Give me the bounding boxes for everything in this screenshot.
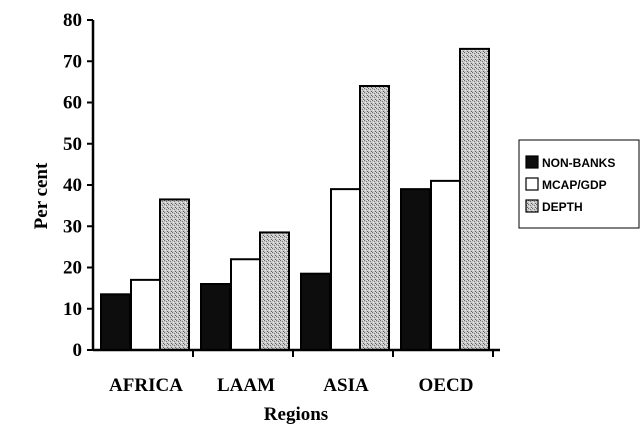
- bar-asia-non-banks: [300, 272, 331, 351]
- legend-swatch-non-banks: [525, 155, 539, 169]
- bar-asia-depth: [359, 85, 390, 351]
- y-tick-label-20: 20: [63, 258, 82, 279]
- y-axis-title: Per cent: [31, 162, 52, 229]
- x-axis-ticks: AFRICA LAAM ASIA OECD: [109, 350, 494, 396]
- y-tick-label-0: 0: [73, 340, 83, 361]
- y-tick-label-40: 40: [63, 175, 82, 196]
- bar-oecd-mcap-gdp: [430, 179, 461, 351]
- legend-swatch-depth: [525, 199, 539, 213]
- x-tick-label-oecd: OECD: [419, 375, 474, 396]
- y-tick-label-30: 30: [63, 216, 82, 237]
- x-tick-label-laam: LAAM: [217, 375, 275, 396]
- legend-label-mcap-gdp: MCAP/GDP: [542, 178, 607, 192]
- x-axis-title: Regions: [264, 404, 328, 425]
- bar-africa-depth: [159, 198, 190, 351]
- bar-laam-depth: [259, 231, 290, 351]
- bar-laam-non-banks: [200, 283, 231, 351]
- bar-asia-mcap-gdp: [330, 188, 361, 351]
- y-tick-label-10: 10: [63, 299, 82, 320]
- y-tick-label-50: 50: [63, 134, 82, 155]
- bar-africa-mcap-gdp: [130, 278, 161, 351]
- legend-label-non-banks: NON-BANKS: [542, 156, 615, 170]
- x-tick-label-asia: ASIA: [323, 375, 369, 396]
- y-axis-ticks: 0 10 20 30 40 50 60 70 80: [63, 10, 93, 361]
- legend-swatch-mcap-gdp: [525, 177, 539, 191]
- y-tick-label-60: 60: [63, 93, 82, 114]
- legend-frame: [518, 139, 640, 229]
- legend-label-depth: DEPTH: [542, 200, 583, 214]
- bar-africa-non-banks: [100, 293, 131, 351]
- bar-oecd-depth: [459, 47, 490, 351]
- legend: NON-BANKS MCAP/GDP DEPTH: [518, 139, 640, 229]
- y-tick-label-70: 70: [63, 51, 82, 72]
- x-tick-label-africa: AFRICA: [109, 375, 183, 396]
- bar-laam-mcap-gdp: [230, 258, 261, 351]
- y-tick-label-80: 80: [63, 10, 82, 31]
- bars-group: [100, 47, 490, 351]
- bar-oecd-non-banks: [400, 188, 431, 351]
